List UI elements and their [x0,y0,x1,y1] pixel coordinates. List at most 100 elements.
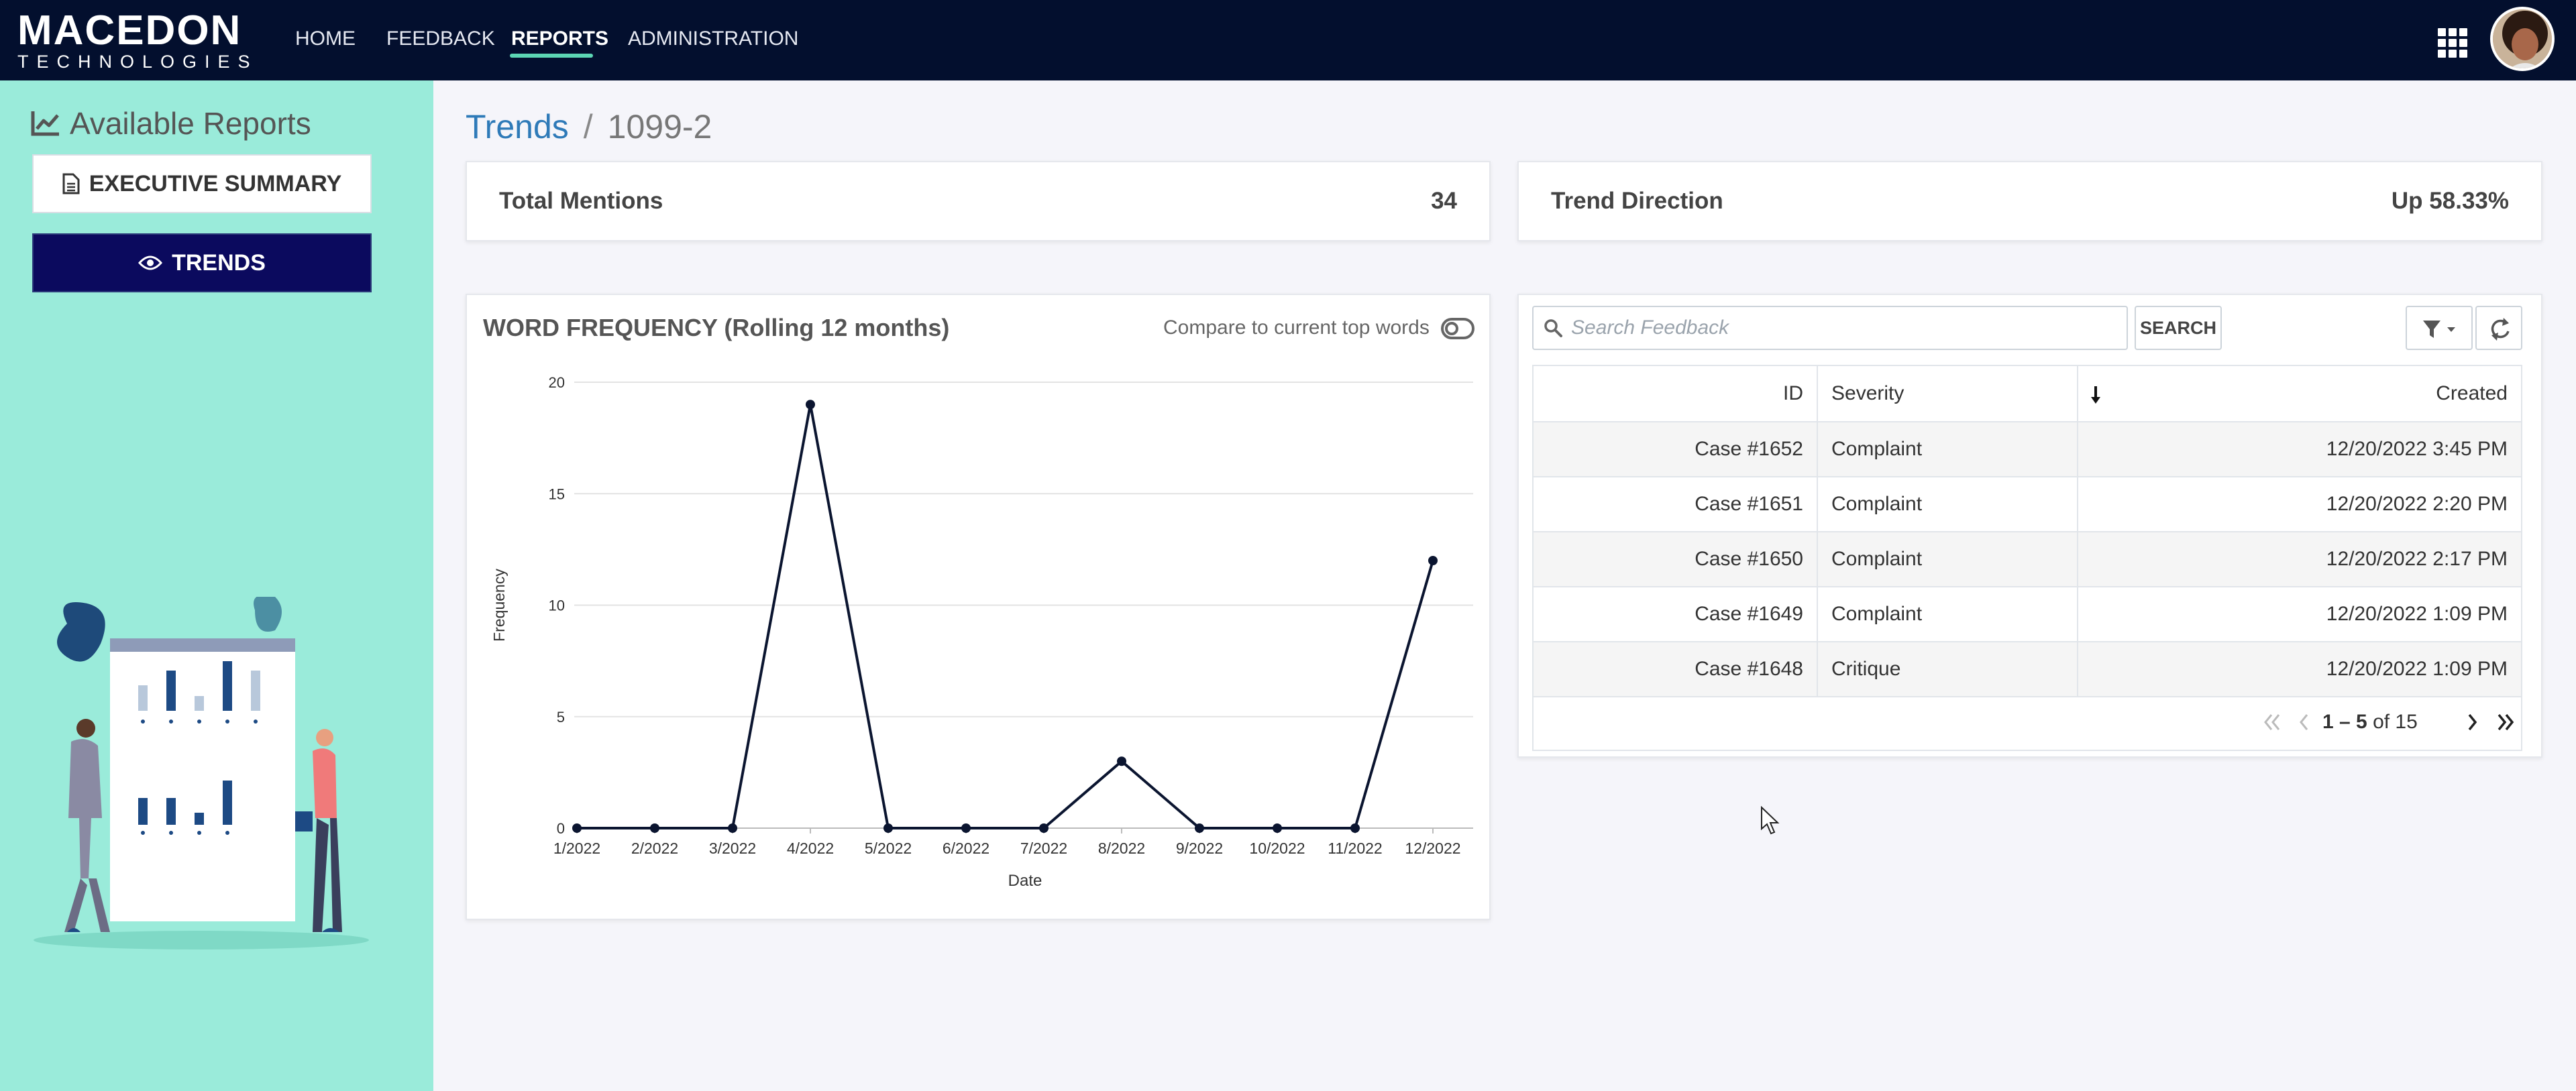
available-reports-label: Available Reports [70,106,311,141]
x-tick-label: 4/2022 [787,840,834,857]
refresh-button[interactable] [2475,306,2522,350]
x-tick-label: 6/2022 [943,840,989,857]
total-mentions-label: Total Mentions [499,188,663,214]
available-reports-heading: Available Reports [31,105,311,142]
filter-dropdown-button[interactable] [2406,306,2473,350]
row-created: 12/20/2022 1:09 PM [2326,658,2508,680]
data-point [883,823,893,833]
logo-main-text: MACEDON [17,7,242,54]
next-page-icon[interactable] [2461,711,2483,734]
trend-direction-card: Trend Direction Up 58.33% [1517,161,2542,241]
nav-feedback[interactable]: FEEDBACK [386,27,495,50]
company-logo[interactable]: MACEDON TECHNOLOGIES [17,7,258,72]
data-point [1350,823,1360,833]
table-row[interactable]: Case #1649 Complaint 12/20/2022 1:09 PM [1532,587,2522,642]
nav-active-indicator [510,54,593,58]
last-page-icon[interactable] [2494,711,2517,734]
row-id: Case #1652 [1534,422,1818,476]
top-navbar: MACEDON TECHNOLOGIES HOME FEEDBACK REPOR… [0,0,2576,80]
data-point [1195,823,1204,833]
y-tick-label: 15 [549,485,565,502]
column-header-severity[interactable]: Severity [1818,366,2078,421]
document-icon [62,173,80,194]
row-created: 12/20/2022 2:17 PM [2326,548,2508,570]
previous-page-icon[interactable] [2293,711,2316,734]
trends-button[interactable]: TRENDS [32,233,372,292]
row-created: 12/20/2022 2:20 PM [2326,493,2508,515]
trends-label: TRENDS [172,249,266,276]
row-severity: Complaint [1818,477,2078,531]
table-row[interactable]: Case #1648 Critique 12/20/2022 1:09 PM [1532,642,2522,697]
row-id: Case #1649 [1534,587,1818,641]
data-point [1117,756,1126,766]
feedback-table-card: SEARCH ID Severity Created Case #1 [1517,294,2542,758]
table-row[interactable]: Case #1652 Complaint 12/20/2022 3:45 PM [1532,422,2522,477]
search-box [1532,306,2128,350]
table-row[interactable]: Case #1651 Complaint 12/20/2022 2:20 PM [1532,477,2522,532]
data-point [1273,823,1282,833]
search-button[interactable]: SEARCH [2135,306,2222,350]
data-point [1428,556,1438,565]
trend-direction-value: Up 58.33% [2391,188,2509,214]
row-severity: Complaint [1818,422,2078,476]
feedback-grid: ID Severity Created Case #1652 Complaint… [1532,365,2522,697]
y-tick-label: 20 [549,374,565,391]
row-severity: Complaint [1818,532,2078,586]
pager-range: 1 – 5 [2322,711,2367,733]
breadcrumb: Trends / 1099-2 [466,106,712,148]
grid-header-row: ID Severity Created [1532,365,2522,422]
total-mentions-value: 34 [1431,188,1457,214]
executive-summary-button[interactable]: EXECUTIVE SUMMARY [32,154,372,213]
breadcrumb-current: 1099-2 [607,108,712,146]
first-page-icon[interactable] [2261,711,2284,734]
series-line [577,403,1434,829]
row-created: 12/20/2022 1:09 PM [2326,603,2508,625]
y-tick-label: 0 [557,820,565,837]
table-row[interactable]: Case #1650 Complaint 12/20/2022 2:17 PM [1532,532,2522,587]
total-mentions-card: Total Mentions 34 [466,161,1491,241]
data-point [961,823,971,833]
breadcrumb-separator: / [583,108,593,146]
mouse-cursor-icon [1761,806,1780,835]
sidebar: Available Reports EXECUTIVE SUMMARY TREN… [0,80,433,1091]
nav-reports[interactable]: REPORTS [511,27,609,50]
row-created: 12/20/2022 3:45 PM [2326,438,2508,460]
row-id: Case #1651 [1534,477,1818,531]
x-tick-label: 7/2022 [1020,840,1067,857]
compare-toggle[interactable] [1441,318,1474,339]
x-tick-label: 9/2022 [1176,840,1223,857]
pager: 1 – 5 of 15 [1532,695,2522,751]
logo-sub-text: TECHNOLOGIES [17,52,258,72]
y-tick-label: 5 [557,709,565,726]
apps-grid-icon[interactable] [2436,27,2469,59]
column-header-created[interactable]: Created [2078,366,2521,421]
user-avatar[interactable] [2490,7,2555,71]
x-tick-label: 8/2022 [1098,840,1145,857]
nav-home[interactable]: HOME [295,27,356,50]
column-header-id[interactable]: ID [1534,366,1818,421]
trend-direction-label: Trend Direction [1551,188,1723,214]
row-id: Case #1648 [1534,642,1818,696]
x-tick-label: 11/2022 [1328,840,1382,857]
search-icon [1544,319,1562,337]
user-avatar-image [2493,9,2552,68]
data-point [806,400,815,410]
eye-icon [138,255,163,270]
column-header-created-label: Created [2436,382,2508,404]
word-frequency-chart: 0 5 10 15 20 1/2022 2/2022 3/2022 4/2022 5/2022 6/… [490,374,1473,890]
word-frequency-title: WORD FREQUENCY (Rolling 12 months) [483,314,950,341]
y-tick-label: 10 [549,597,565,614]
filter-icon [2423,321,2455,338]
breadcrumb-trends-link[interactable]: Trends [466,108,569,146]
data-point [572,823,582,833]
x-tick-label: 12/2022 [1405,840,1460,857]
compare-toggle-knob [1445,322,1458,335]
row-severity: Critique [1818,642,2078,696]
data-point [1039,823,1049,833]
x-axis-title: Date [1008,872,1042,890]
y-axis-title: Frequency [490,569,508,642]
x-tick-label: 10/2022 [1249,840,1305,857]
sort-descending-icon[interactable] [2089,384,2102,406]
search-feedback-input[interactable] [1571,312,2121,343]
nav-administration[interactable]: ADMINISTRATION [628,27,799,50]
